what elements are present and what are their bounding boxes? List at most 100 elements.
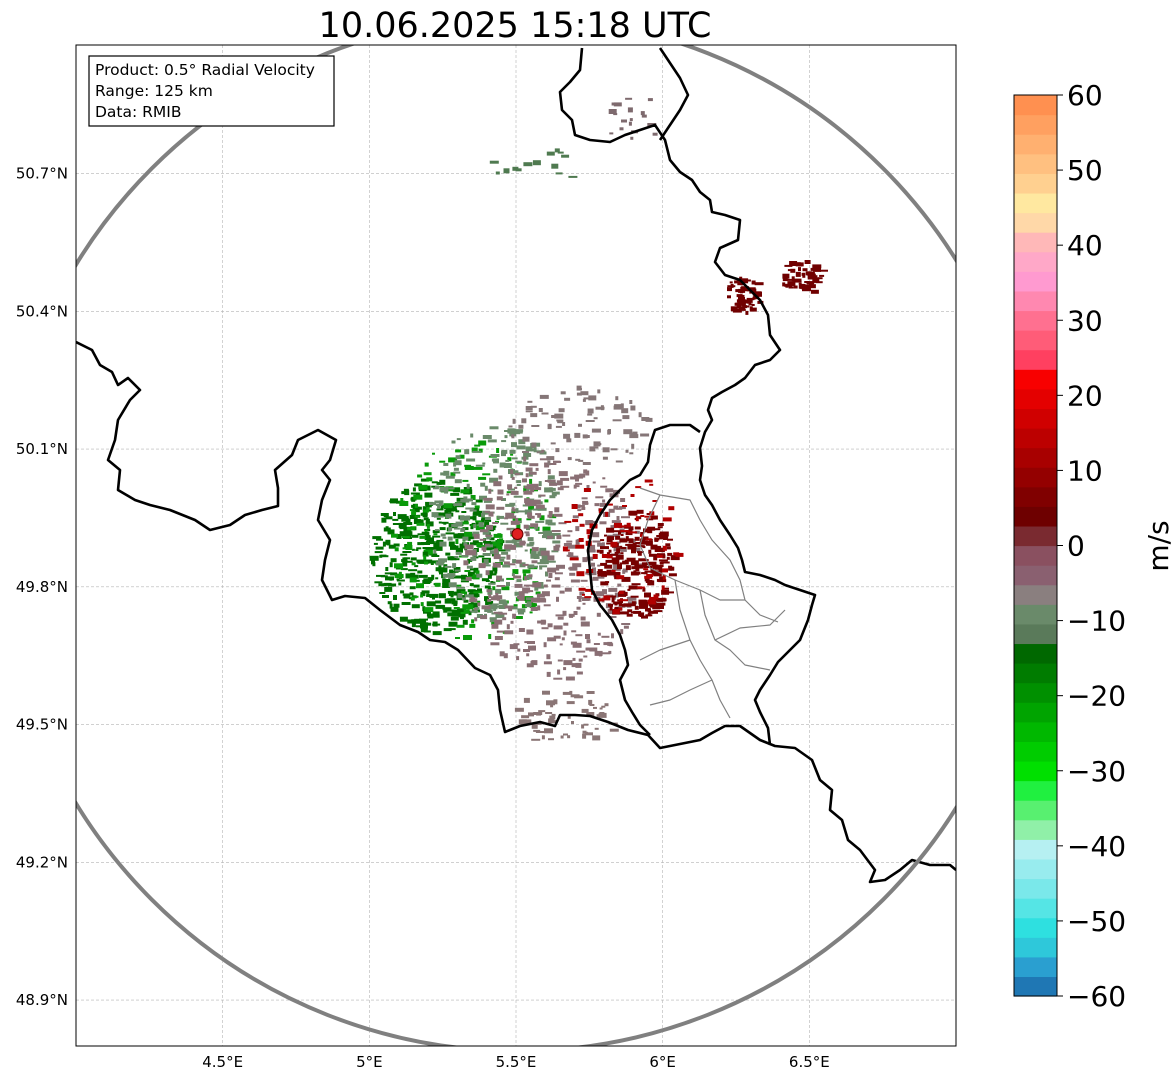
colorbar-step [1014, 251, 1057, 272]
info-data-source: Data: RMIB [95, 103, 182, 121]
map-title: 10.06.2025 15:18 UTC [319, 6, 712, 46]
colorbar-step [1014, 408, 1057, 429]
border-belgium-france-west [76, 340, 956, 884]
colorbar-step [1014, 349, 1057, 370]
longitude-tick-labels: 4.5°E 5°E 5.5°E 6°E 6.5°E [202, 1053, 830, 1071]
info-box: Product: 0.5° Radial Velocity Range: 125… [88, 55, 335, 127]
colorbar-step [1014, 898, 1057, 919]
echo-region-ne-cell-2 [782, 260, 828, 294]
colorbar-step [1014, 310, 1057, 331]
lon-tick-label: 6.5°E [789, 1053, 830, 1071]
colorbar-tick-label: 20 [1067, 379, 1103, 412]
latitude-tick-labels: 50.7°N 50.4°N 50.1°N 49.8°N 49.5°N 49.2°N 48.9… [16, 165, 68, 1010]
echo-region-near-zero-east [463, 449, 645, 681]
country-borders [76, 47, 956, 884]
map-frame [75, 44, 957, 1047]
lat-tick-label: 49.8°N [16, 578, 68, 596]
colorbar-step [1014, 976, 1057, 997]
info-product: Product: 0.5° Radial Velocity [95, 61, 315, 79]
colorbar-step [1014, 271, 1057, 292]
colorbar-tick-label: −50 [1067, 905, 1126, 938]
colorbar-step [1014, 721, 1057, 742]
colorbar-tick-label: −10 [1067, 605, 1126, 638]
colorbar-step [1014, 682, 1057, 703]
radar-site-marker[interactable] [511, 528, 524, 541]
colorbar-step [1014, 584, 1057, 605]
lat-tick-label: 50.4°N [16, 302, 68, 320]
colorbar-tick-label: 0 [1067, 530, 1085, 563]
lon-tick-label: 4.5°E [202, 1053, 243, 1071]
colorbar-step [1014, 290, 1057, 312]
colorbar-step [1014, 192, 1057, 214]
colorbar-step [1014, 702, 1057, 723]
lon-tick-label: 5°E [356, 1053, 383, 1071]
colorbar-step [1014, 232, 1057, 253]
colorbar-step [1014, 134, 1057, 155]
lat-tick-label: 50.1°N [16, 440, 68, 458]
colorbar-step [1014, 388, 1057, 409]
echo-region-north-green [489, 148, 578, 178]
colorbar-tick-label: −40 [1067, 830, 1126, 863]
colorbar-step [1014, 525, 1057, 547]
colorbar-tick-label: 60 [1067, 79, 1103, 112]
colorbar-tick-label: −20 [1067, 680, 1126, 713]
border-germany-belgium-luxembourg [558, 47, 817, 746]
velocity-echoes [369, 97, 828, 741]
colorbar-step [1014, 212, 1057, 233]
lat-tick-label: 50.7°N [16, 165, 68, 183]
colorbar-tick-label: 50 [1067, 154, 1103, 187]
border-north-enclave [658, 47, 690, 141]
colorbar-tick-label: −30 [1067, 755, 1126, 788]
colorbar-step [1014, 486, 1057, 507]
colorbar-step [1014, 858, 1057, 880]
info-box-frame [88, 55, 335, 127]
lat-tick-label: 49.5°N [16, 716, 68, 734]
colorbar-step [1014, 643, 1057, 664]
colorbar-step [1014, 878, 1057, 899]
canton-borders [639, 487, 786, 719]
colorbar-step [1014, 741, 1057, 762]
colorbar-tick-label: 10 [1067, 454, 1103, 487]
colorbar-step [1014, 565, 1057, 586]
colorbar-step [1014, 545, 1057, 566]
colorbar-step [1014, 369, 1057, 390]
colorbar-step [1014, 800, 1057, 821]
lat-tick-label: 49.2°N [16, 853, 68, 871]
colorbar-step [1014, 917, 1057, 938]
colorbar-step [1014, 937, 1057, 958]
lon-tick-label: 5.5°E [496, 1053, 537, 1071]
colorbar-step [1014, 427, 1057, 449]
colorbar-step [1014, 330, 1057, 351]
border-luxembourg-west [586, 423, 701, 736]
colorbar-step [1014, 839, 1057, 860]
colorbar-step [1014, 760, 1057, 782]
colorbar-unit-label: m/s [1142, 520, 1171, 571]
colorbar-steps [1014, 95, 1057, 997]
colorbar-step [1014, 604, 1057, 625]
colorbar-step [1014, 506, 1057, 527]
colorbar-tick-label: −60 [1067, 980, 1126, 1013]
colorbar-step [1014, 623, 1057, 645]
echo-region-near-zero-north [508, 385, 653, 466]
echo-region-inbound-edge [391, 440, 557, 640]
echo-region-south-tail [514, 690, 619, 741]
colorbar-step [1014, 663, 1057, 684]
lat-tick-label: 48.9°N [16, 991, 68, 1009]
colorbar-step [1014, 780, 1057, 801]
colorbar-step [1014, 467, 1057, 488]
colorbar-step [1014, 95, 1057, 116]
colorbar-step [1014, 819, 1057, 840]
colorbar-step [1014, 173, 1057, 194]
map-panel[interactable] [0, 17, 1034, 1051]
lon-tick-label: 6°E [649, 1053, 676, 1071]
colorbar[interactable]: 60 50 40 30 20 10 0 −10 −20 −30 −40 −50 −60 m/s [1013, 79, 1171, 1013]
info-range: Range: 125 km [95, 82, 213, 100]
colorbar-ticks: 60 50 40 30 20 10 0 −10 −20 −30 −40 −50 −60 [1057, 79, 1126, 1013]
colorbar-tick-label: 40 [1067, 229, 1103, 262]
colorbar-step [1014, 153, 1057, 174]
colorbar-step [1014, 956, 1057, 978]
colorbar-step [1014, 447, 1057, 468]
colorbar-tick-label: 30 [1067, 304, 1103, 337]
colorbar-step [1014, 114, 1057, 135]
